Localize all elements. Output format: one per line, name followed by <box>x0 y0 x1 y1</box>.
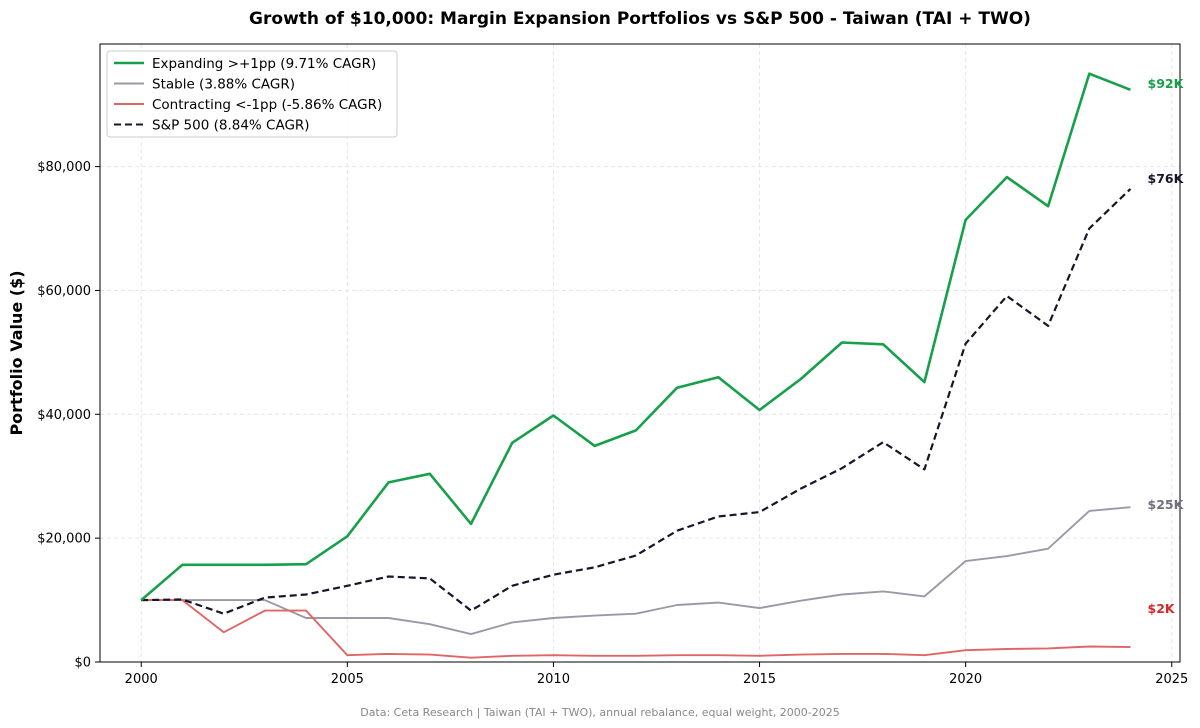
x-tick-label: 2015 <box>743 672 776 687</box>
y-tick-label: $60,000 <box>37 284 91 299</box>
series-line-2 <box>141 599 1131 659</box>
y-tick-label: $20,000 <box>37 532 91 547</box>
y-tick-label: $80,000 <box>37 160 91 175</box>
series-line-3 <box>141 188 1132 615</box>
y-tick-label: $0 <box>74 656 91 671</box>
x-tick-label: 2020 <box>949 672 982 687</box>
footer-source-note: Data: Ceta Research | Taiwan (TAI + TWO)… <box>360 706 840 719</box>
axis-ticks: 2000 2005 2010 2015 2020 2025 $0 $20,000 $40,000… <box>37 160 1188 687</box>
y-axis-label: Portfolio Value ($) <box>7 270 26 435</box>
chart-title: Growth of $10,000: Margin Expansion Port… <box>249 9 1031 29</box>
legend-box <box>106 50 398 138</box>
x-tick-label: 2025 <box>1155 672 1188 687</box>
y-tick-label: $40,000 <box>37 408 91 423</box>
end-value-labels: $92K $25K $2K $76K <box>1148 76 1185 616</box>
legend-entry-3: S&P 500 (8.84% CAGR) <box>152 118 310 134</box>
series-lines <box>140 72 1132 659</box>
series-line-0 <box>140 72 1131 602</box>
legend-entry-2: Contracting <-1pp (-5.86% CAGR) <box>152 97 382 113</box>
series-line-1 <box>141 506 1131 636</box>
x-tick-label: 2005 <box>331 672 364 687</box>
end-label-0: $92K <box>1148 76 1185 91</box>
end-label-3: $76K <box>1148 171 1185 186</box>
legend: Expanding >+1pp (9.71% CAGR) Stable (3.88… <box>106 50 398 138</box>
end-label-2: $2K <box>1148 601 1176 616</box>
legend-entry-1: Stable (3.88% CAGR) <box>152 77 295 93</box>
legend-entry-0: Expanding >+1pp (9.71% CAGR) <box>152 56 376 72</box>
x-tick-label: 2010 <box>537 672 570 687</box>
plot-frame <box>99 43 1181 663</box>
end-label-1: $25K <box>1148 497 1185 512</box>
x-tick-label: 2000 <box>125 672 158 687</box>
